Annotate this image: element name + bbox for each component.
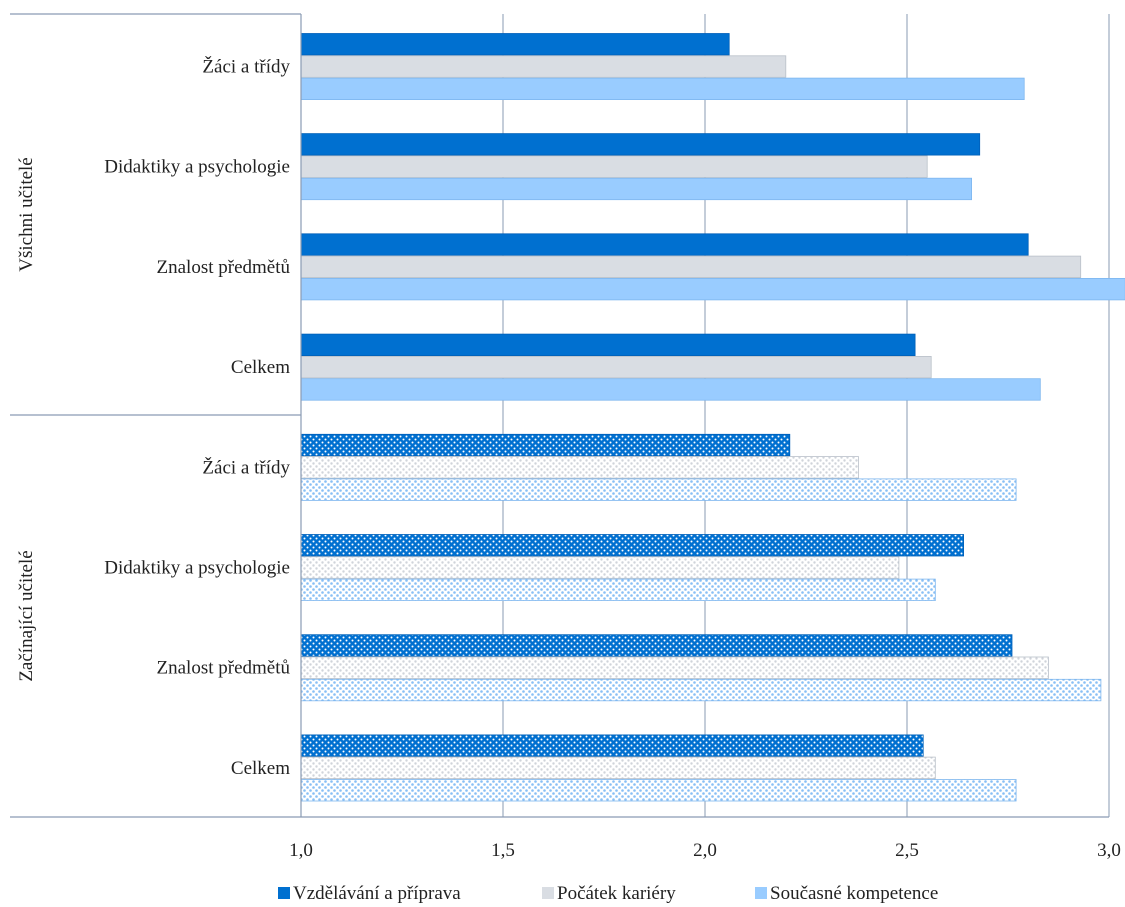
group-label: Začínající učitelé [16, 550, 37, 681]
bar-new-0-1 [300, 456, 859, 479]
bar-all-1-2 [300, 177, 972, 201]
x-tick-label: 2,0 [693, 840, 717, 861]
category-label: Celkem [231, 758, 290, 779]
category-label: Znalost předmětů [157, 658, 291, 679]
bar-all-2-0 [300, 233, 1029, 256]
bar-new-3-2 [300, 779, 1017, 802]
bar-all-3-0 [300, 333, 916, 357]
bar-new-1-1 [300, 556, 900, 579]
category-label: Didaktiky a psychologie [104, 157, 290, 178]
bar-new-3-0 [300, 734, 924, 757]
category-label: Didaktiky a psychologie [104, 558, 290, 579]
label-layer: 1,0 1,5 2,0 2,5 3,0 Žáci a třídy Didaktiky a p… [16, 56, 1121, 862]
legend: Vzdělávání a příprava Počátek kariéry Souč… [278, 883, 938, 904]
bar-all-1-0 [300, 133, 981, 156]
group-label: Všichni učitelé [16, 157, 37, 272]
category-label: Znalost předmětů [157, 257, 291, 278]
bar-new-2-2 [300, 678, 1102, 702]
legend-label: Počátek kariéry [557, 883, 676, 904]
bar-all-0-1 [300, 55, 787, 78]
bar-all-2-1 [300, 255, 1082, 279]
legend-swatch-2 [755, 887, 767, 899]
bar-all-2-2 [300, 277, 1125, 301]
bar-all-3-1 [300, 355, 932, 379]
x-tick-label: 1,0 [289, 840, 313, 861]
legend-label: Vzdělávání a příprava [293, 883, 461, 904]
bar-all-0-2 [300, 77, 1025, 100]
x-tick-label: 2,5 [895, 840, 919, 861]
bar-new-3-1 [300, 756, 936, 779]
bar-new-2-0 [300, 634, 1013, 657]
bar-new-1-0 [300, 534, 964, 557]
x-tick-label: 1,5 [491, 840, 515, 861]
legend-swatch-0 [278, 887, 290, 899]
bar-all-1-1 [300, 155, 928, 178]
category-label: Žáci a třídy [202, 456, 290, 478]
bar-all-3-2 [300, 378, 1041, 401]
axis-layer [10, 13, 1109, 818]
category-label: Celkem [231, 357, 290, 378]
x-tick-label: 3,0 [1097, 840, 1121, 861]
bar-new-1-2 [300, 578, 936, 601]
bar-new-0-2 [300, 478, 1017, 501]
bar-new-0-0 [300, 433, 791, 457]
bar-new-2-1 [300, 656, 1049, 679]
bar-layer [300, 33, 1125, 802]
legend-swatch-1 [542, 887, 554, 899]
legend-label: Současné kompetence [770, 883, 938, 904]
category-label: Žáci a třídy [202, 56, 290, 78]
bar-all-0-0 [300, 33, 730, 56]
